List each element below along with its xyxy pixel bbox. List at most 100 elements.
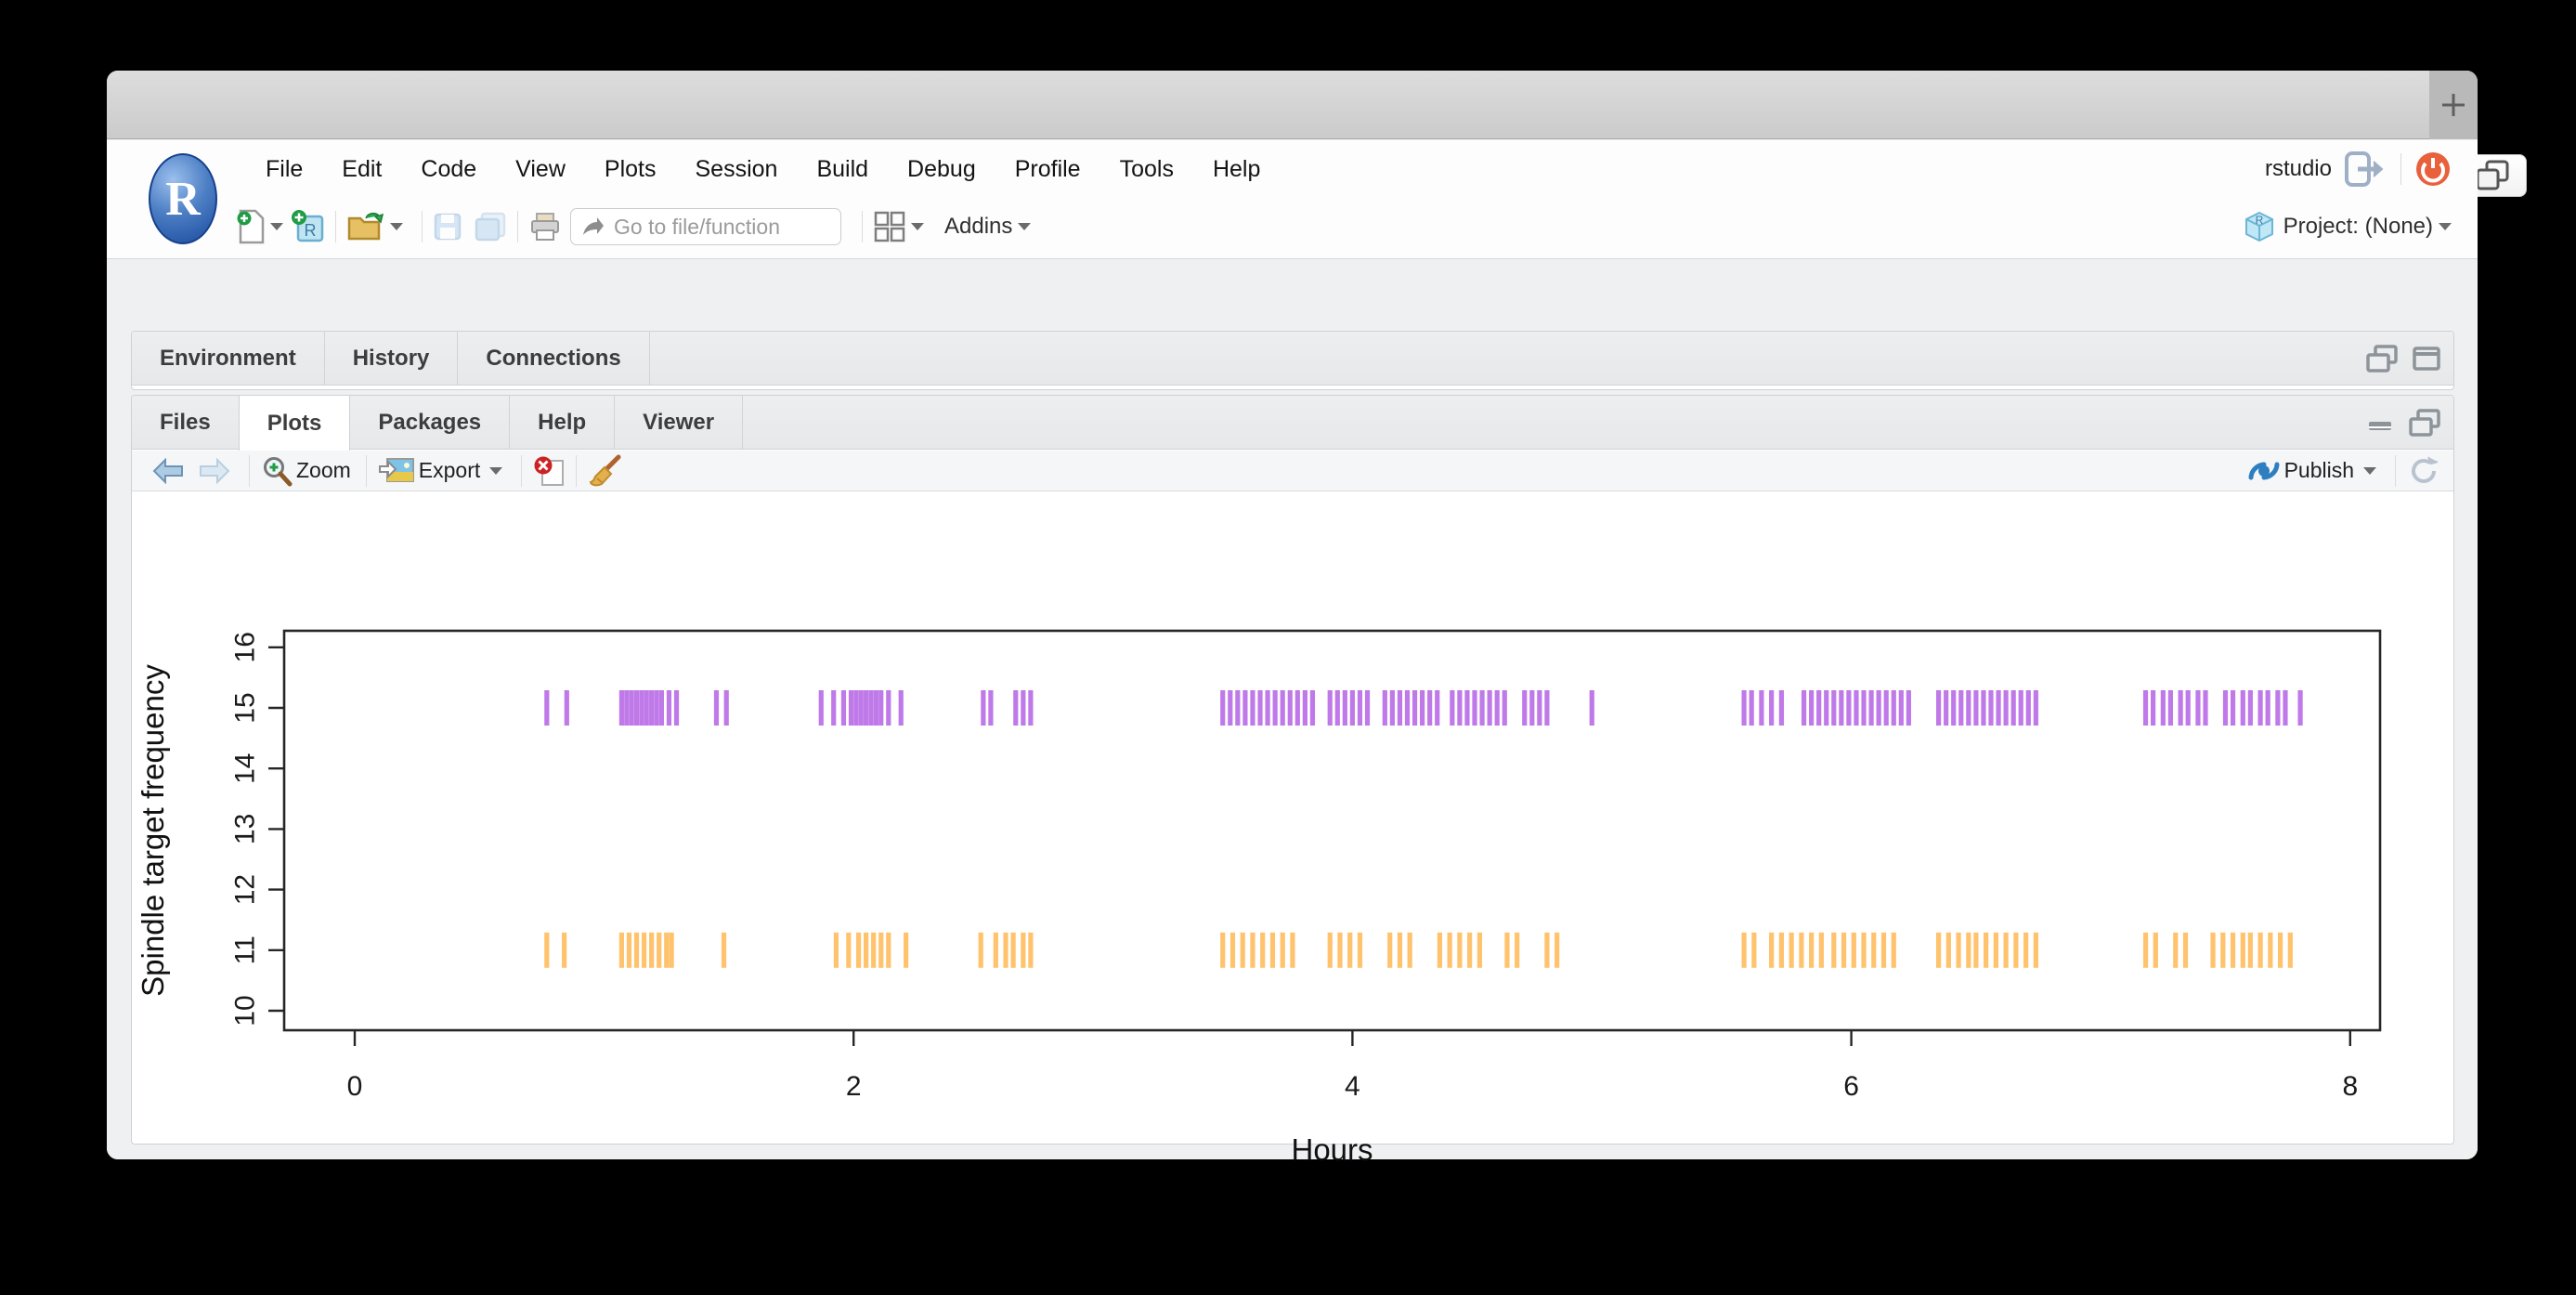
menu-view[interactable]: View	[515, 155, 566, 182]
rstudio-header: R File Edit Code View Plots Session Build Debug…	[107, 140, 2478, 259]
tab-files[interactable]: Files	[132, 396, 240, 450]
remove-plot-button[interactable]	[533, 451, 565, 491]
export-label: Export	[418, 458, 481, 482]
divider	[2395, 454, 2396, 487]
tab-connections[interactable]: Connections	[458, 332, 650, 386]
menu-code[interactable]: Code	[421, 155, 477, 182]
y-tick-label: 11	[230, 935, 261, 964]
plot-frame	[282, 629, 2382, 1032]
new-project-icon: R	[292, 210, 324, 242]
addins-caret[interactable]	[1018, 223, 1032, 230]
remove-plot-icon	[534, 456, 565, 486]
previous-plot-button[interactable]	[152, 451, 184, 491]
refresh-plot-button[interactable]	[2407, 451, 2440, 491]
menu-file[interactable]: File	[266, 155, 304, 182]
zoom-label: Zoom	[296, 458, 351, 482]
tab-packages[interactable]: Packages	[350, 396, 511, 450]
plots-pane: Files Plots Packages Help Viewer Zoom	[131, 395, 2454, 1167]
menu-profile[interactable]: Profile	[1014, 155, 1081, 182]
menu-tools[interactable]: Tools	[1119, 155, 1174, 182]
divider	[517, 211, 518, 242]
project-cube-icon: R	[2244, 211, 2273, 242]
menu-edit[interactable]: Edit	[342, 155, 383, 182]
save-button[interactable]	[434, 206, 462, 247]
r-plot: 0 2 4 6 8 10 11 12 13 14 15 16 Hours Spindle target f…	[136, 629, 2382, 1167]
next-plot-button[interactable]	[199, 451, 230, 491]
tab-viewer[interactable]: Viewer	[615, 396, 744, 450]
top-pane-buttons	[2366, 332, 2440, 386]
svg-text:R: R	[305, 221, 317, 240]
project-label: Project: (None)	[2283, 214, 2433, 239]
tab-environment[interactable]: Environment	[132, 332, 325, 386]
goto-file-search[interactable]: Go to file/function	[570, 208, 841, 245]
save-all-icon	[475, 212, 506, 242]
publish-controls: Publish	[2247, 451, 2440, 491]
goto-arrow-icon	[583, 217, 604, 235]
browser-titlebar: localhost	[107, 71, 2527, 197]
divider	[521, 454, 523, 487]
new-file-button[interactable]	[237, 206, 265, 247]
x-tick-label: 8	[2342, 1071, 2358, 1102]
divider	[249, 454, 250, 487]
print-button[interactable]	[529, 206, 561, 247]
top-pane-tabbar: Environment History Connections	[132, 332, 2453, 386]
save-all-button[interactable]	[475, 206, 506, 247]
x-tick-label: 2	[846, 1071, 862, 1102]
plot-toolbar: Zoom Export	[132, 451, 2453, 491]
menu-help[interactable]: Help	[1212, 155, 1261, 182]
divider	[576, 454, 578, 487]
refresh-icon	[2412, 456, 2439, 483]
rug-spindle-target-11	[544, 932, 2293, 968]
y-tick-label: 10	[230, 995, 261, 1026]
rug-spindle-target-15	[544, 690, 2303, 726]
project-selector[interactable]: R Project: (None)	[2244, 211, 2459, 242]
divider	[422, 211, 423, 242]
new-tab-button[interactable]	[2429, 71, 2478, 139]
restore-pane-icon[interactable]	[2366, 345, 2398, 373]
print-icon	[531, 213, 559, 241]
menu-build[interactable]: Build	[816, 155, 869, 182]
export-image-icon	[378, 457, 414, 482]
open-recent-caret[interactable]	[390, 223, 403, 230]
clear-all-plots-button[interactable]	[588, 451, 621, 491]
bottom-pane-tabbar: Files Plots Packages Help Viewer	[132, 396, 2453, 451]
forward-arrow-icon	[200, 457, 230, 484]
menu-debug[interactable]: Debug	[907, 155, 976, 182]
new-project-button[interactable]: R	[291, 206, 324, 247]
username-label: rstudio	[2264, 156, 2332, 181]
plot-canvas: 0 2 4 6 8 10 11 12 13 14 15 16 Hours Spindle target f…	[132, 492, 2453, 1167]
restore-pane-icon[interactable]	[2409, 409, 2440, 437]
grid-panes-icon	[874, 211, 905, 242]
quit-session-icon[interactable]	[2414, 150, 2452, 188]
panes-layout-button[interactable]	[874, 206, 905, 247]
rstudio-logo: R	[149, 153, 217, 244]
bottom-pane-buttons	[2366, 396, 2440, 450]
export-plot-button[interactable]: Export	[378, 451, 510, 491]
x-tick-label: 6	[1843, 1071, 1859, 1102]
y-tick-label: 14	[230, 753, 261, 784]
publish-button[interactable]: Publish	[2247, 451, 2384, 491]
menu-plots[interactable]: Plots	[604, 155, 657, 182]
environment-pane: Environment History Connections	[131, 331, 2454, 390]
plus-icon	[2442, 94, 2465, 116]
panes-caret[interactable]	[911, 223, 924, 230]
menu-session[interactable]: Session	[695, 155, 778, 182]
tab-plots[interactable]: Plots	[238, 396, 351, 451]
addins-button[interactable]: Addins	[944, 214, 1013, 239]
open-file-button[interactable]	[347, 206, 384, 247]
zoom-plot-button[interactable]: Zoom	[261, 451, 355, 491]
sign-out-icon[interactable]	[2345, 151, 2387, 187]
minimize-pane-icon[interactable]	[2366, 409, 2394, 437]
x-axis-title: Hours	[1291, 1132, 1373, 1167]
back-arrow-icon	[152, 457, 183, 484]
maximize-pane-icon[interactable]	[2413, 345, 2440, 373]
goto-placeholder: Go to file/function	[614, 214, 780, 239]
new-file-icon	[237, 209, 265, 244]
x-tick-label: 4	[1345, 1071, 1360, 1102]
new-file-dropdown-caret[interactable]	[270, 223, 283, 230]
y-axis-title: Spindle target frequency	[136, 664, 170, 997]
tab-help[interactable]: Help	[510, 396, 616, 450]
tab-history[interactable]: History	[325, 332, 459, 386]
